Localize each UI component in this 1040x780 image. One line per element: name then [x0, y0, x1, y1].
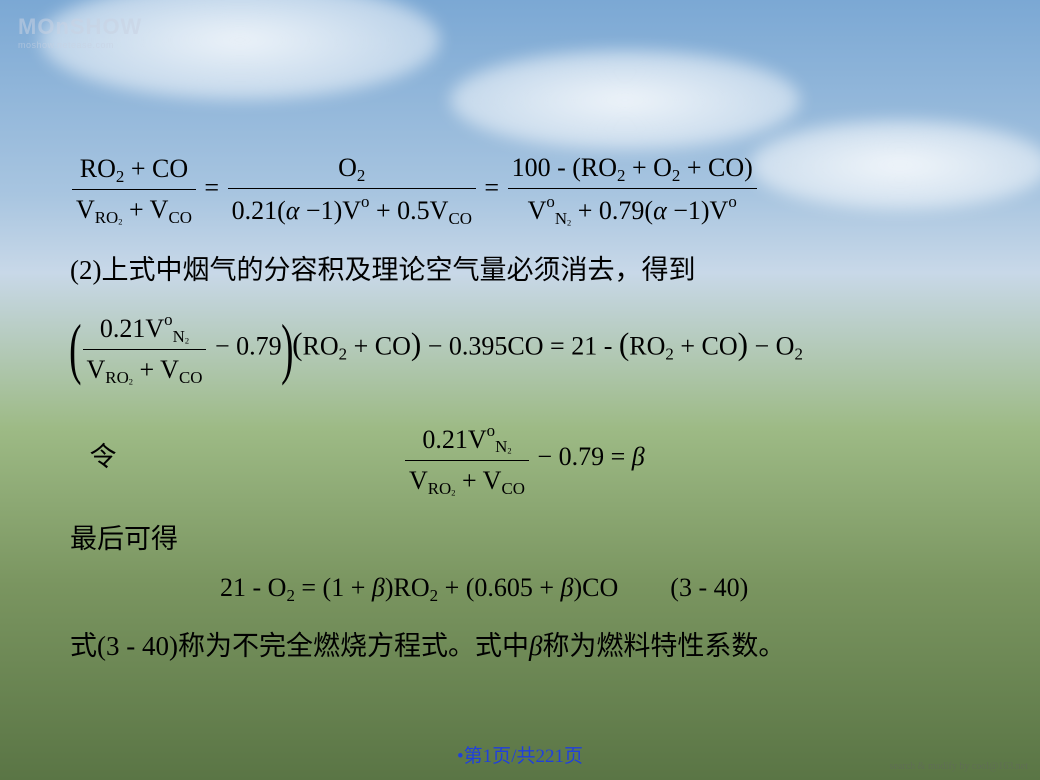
pager: •第1页/共221页: [0, 741, 1040, 768]
text-line-7: 式(3 - 40)称为不完全燃烧方程式。式中β称为燃料特性系数。: [70, 626, 990, 667]
watermark-brand: MOnSHOW: [18, 14, 142, 39]
text-line-5: 最后可得: [70, 519, 990, 560]
equation-4: 21 - O2 = (1 + β)RO2 + (0.605 + β)CO (3 …: [70, 568, 990, 608]
equation-1: RO2 + COVRO2 + VCO = O20.21(α −1)Vo + 0.…: [70, 148, 990, 232]
equation-number: (3 - 40): [670, 573, 748, 602]
ling-label: 令: [90, 441, 117, 471]
pager-current-link[interactable]: 第1页: [464, 746, 512, 767]
slide-content: RO2 + COVRO2 + VCO = O20.21(α −1)Vo + 0.…: [70, 140, 990, 667]
watermark-sub: moshow.netease.com: [18, 40, 142, 50]
bg-cloud: [450, 50, 800, 150]
equation-3: 令 0.21VoN2VRO2 + VCO − 0.79 = β: [70, 418, 990, 502]
text-line-2: (2)上式中烟气的分容积及理论空气量必须消去，得到: [70, 250, 990, 291]
pager-total-link[interactable]: 共221页: [516, 746, 583, 767]
equation-2: (0.21VoN2VRO2 + VCO − 0.79)(RO2 + CO) − …: [70, 298, 990, 399]
watermark: MOnSHOW moshow.netease.com: [18, 14, 142, 50]
search-credit: search & modify by cool@163.net: [890, 761, 1028, 772]
